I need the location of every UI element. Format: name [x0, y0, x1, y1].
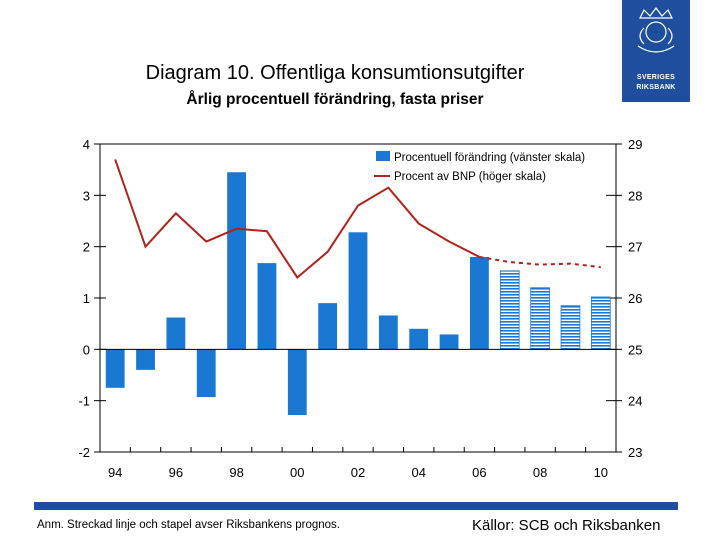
crown-emblem-icon: [637, 7, 675, 53]
left-axis-tick-label: 0: [83, 342, 90, 357]
bar: [166, 317, 186, 350]
bar: [227, 172, 246, 350]
logo-line-2: RIKSBANK: [636, 84, 676, 91]
chart-title: Diagram 10. Offentliga konsumtionsutgift…: [145, 62, 525, 84]
x-axis-tick-label: 00: [290, 465, 304, 480]
right-axis-tick-label: 25: [628, 342, 642, 357]
left-axis-tick-label: 1: [83, 291, 90, 306]
right-axis-tick-label: 27: [628, 240, 642, 255]
forecast-bar: [560, 305, 581, 350]
gdp-share-line: [114, 159, 480, 279]
legend-label-bars: Procentuell förändring (vänster skala): [394, 152, 585, 164]
bar: [136, 349, 155, 370]
right-axis-tick-label: 26: [628, 291, 642, 306]
riksbank-logo: SVERIGES RIKSBANK: [622, 0, 690, 102]
x-axis-tick-label: 94: [108, 465, 122, 480]
bar: [287, 349, 307, 416]
chart-subtitle: Årlig procentuell förändring, fasta pris…: [186, 91, 484, 108]
x-axis-tick-label: 04: [411, 465, 425, 480]
bar: [105, 349, 125, 388]
left-axis-tick-label: 3: [83, 188, 90, 203]
left-axis-tick-label: 4: [83, 137, 90, 152]
source-label: Källor: SCB och Riksbanken: [472, 517, 661, 534]
logo-line-1: SVERIGES: [636, 74, 676, 81]
bar: [378, 315, 398, 350]
forecast-bar: [530, 287, 550, 350]
footer-bar: [34, 502, 678, 510]
bar: [196, 349, 216, 398]
right-axis-tick-label: 28: [628, 188, 642, 203]
bar: [257, 263, 277, 350]
x-axis-tick-label: 10: [594, 465, 608, 480]
bar: [409, 328, 429, 350]
bar: [470, 256, 489, 350]
legend-bar-swatch: [376, 151, 390, 161]
left-axis-tick-label: 2: [83, 240, 90, 255]
x-axis-tick-label: 02: [351, 465, 365, 480]
bar: [348, 232, 368, 350]
left-axis-tick-label: -2: [78, 445, 90, 460]
bar: [439, 334, 459, 350]
gdp-share-forecast-line: [479, 255, 601, 269]
forecast-bar: [591, 296, 611, 350]
x-axis-tick-label: 98: [229, 465, 243, 480]
right-axis-tick-label: 23: [628, 445, 642, 460]
x-axis-tick-label: 08: [533, 465, 547, 480]
plot-frame: [99, 143, 617, 453]
left-axis-tick-label: -1: [78, 394, 90, 409]
right-axis-tick-label: 24: [628, 394, 642, 409]
footnote: Anm. Streckad linje och stapel avser Rik…: [37, 519, 340, 531]
x-axis-tick-label: 06: [472, 465, 486, 480]
legend-label-line: Procent av BNP (höger skala): [394, 171, 546, 183]
forecast-bar: [499, 270, 520, 350]
bar: [318, 303, 338, 350]
x-axis-tick-label: 96: [169, 465, 183, 480]
right-axis-tick-label: 29: [628, 137, 642, 152]
